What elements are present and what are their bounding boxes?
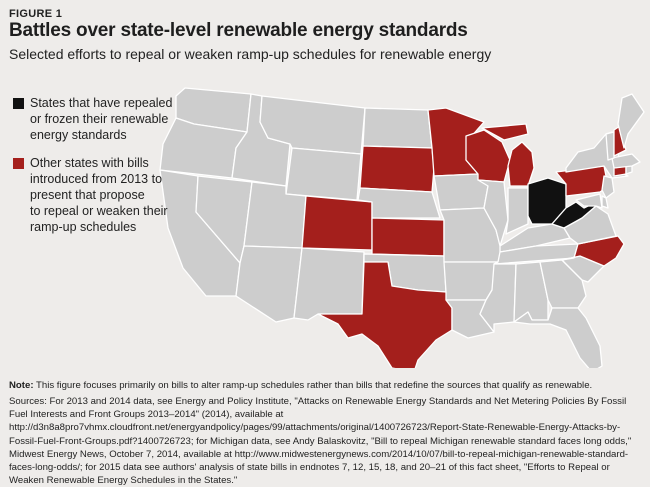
state-tx [317, 261, 453, 368]
state-me [617, 93, 645, 149]
legend-label-repealed: States that have repealed or frozen thei… [30, 96, 173, 142]
figure-subtitle: Selected efforts to repeal or weaken ram… [9, 46, 492, 62]
state-nm [293, 247, 365, 321]
legend-swatch-repealed [13, 98, 24, 109]
state-nc [561, 235, 625, 267]
state-az [235, 245, 303, 323]
us-states-map [159, 87, 645, 368]
legend-item-repealed: States that have repealed or frozen thei… [13, 95, 188, 143]
state-ma [611, 153, 641, 169]
state-sd [359, 145, 435, 193]
state-nj [601, 175, 615, 199]
state-fl [513, 307, 603, 368]
map-legend: States that have repealed or frozen thei… [13, 95, 188, 247]
state-co [301, 195, 373, 251]
state-vt [605, 131, 615, 161]
state-nh [613, 125, 627, 157]
state-md [575, 193, 603, 209]
state-nd [362, 107, 433, 149]
figure-label: FIGURE 1 [9, 8, 63, 20]
state-wy [285, 147, 362, 201]
figure-sources: Sources: For 2013 and 2014 data, see Ene… [9, 396, 632, 487]
state-il [477, 179, 509, 247]
state-mi [481, 123, 535, 187]
legend-item-bills: Other states with bills introduced from … [13, 155, 188, 235]
state-de [601, 195, 609, 209]
figure: FIGURE 1 Battles over state-level renewa… [9, 8, 645, 487]
state-ks [371, 217, 445, 257]
figure-note: Note: This figure focuses primarily on b… [9, 379, 641, 392]
note-text: This figure focuses primarily on bills t… [33, 380, 593, 391]
state-in [505, 187, 529, 235]
note-label: Note: [9, 380, 34, 391]
figure-title: Battles over state-level renewable energ… [9, 20, 468, 41]
legend-swatch-bills [13, 158, 24, 169]
legend-label-bills: Other states with bills introduced from … [30, 156, 168, 234]
